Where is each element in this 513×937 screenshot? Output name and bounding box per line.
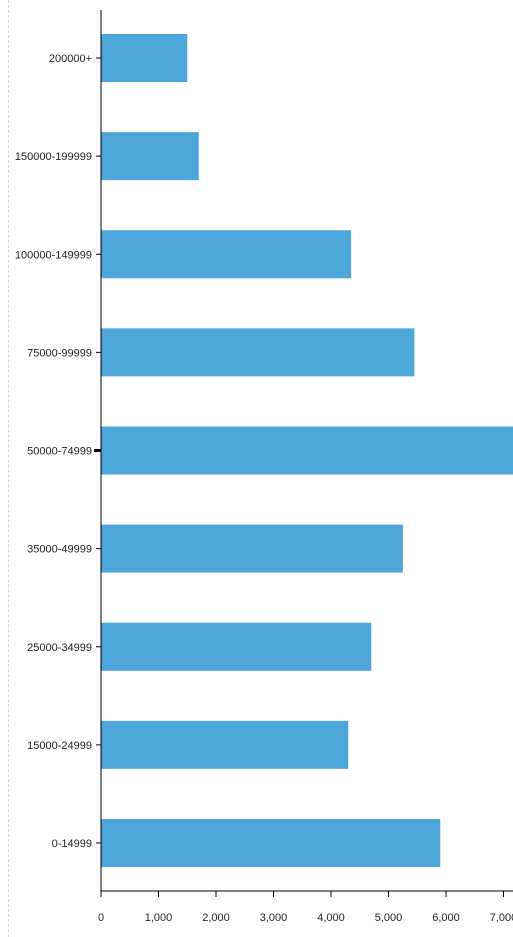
y-tick-label: 150000-199999 (15, 151, 92, 163)
x-tick-label: 0 (98, 912, 104, 924)
y-tick-label: 75000-99999 (27, 347, 92, 359)
y-axis: 0-14999 15000-24999 25000-34999 35000-49999… (15, 10, 102, 891)
bar-150000-199999[interactable] (101, 132, 199, 181)
bar-0-14999[interactable] (101, 819, 441, 867)
bar-15000-24999[interactable] (101, 720, 349, 769)
x-tick-label: 2,000 (202, 912, 230, 924)
x-tick-label: 3,000 (260, 912, 288, 924)
x-tick-label: 4,000 (317, 912, 345, 924)
bars-group (101, 34, 513, 867)
bar-35000-49999[interactable] (101, 524, 403, 573)
y-tick-label: 100000-149999 (15, 249, 92, 261)
bar-25000-34999[interactable] (101, 622, 372, 671)
y-tick-label: 0-14999 (52, 838, 92, 850)
y-tick-label: 25000-34999 (27, 642, 92, 654)
x-axis: 0 1,000 2,000 3,000 4,000 5,000 6,000 7,000 (98, 890, 513, 924)
bar-100000-149999[interactable] (101, 230, 352, 279)
x-tick-label: 7,000 (490, 912, 513, 924)
bar-75000-99999[interactable] (101, 328, 415, 377)
bar-200000[interactable] (101, 34, 188, 82)
y-tick-label: 50000-74999 (27, 446, 92, 458)
y-tick-label: 35000-49999 (27, 544, 92, 556)
x-tick-label: 5,000 (375, 912, 403, 924)
x-tick-label: 1,000 (145, 912, 173, 924)
bar-50000-74999[interactable] (101, 426, 513, 475)
x-tick-label: 6,000 (432, 912, 460, 924)
panel-divider (8, 0, 9, 937)
y-tick-label: 200000+ (49, 53, 92, 65)
y-tick-label: 15000-24999 (27, 740, 92, 752)
